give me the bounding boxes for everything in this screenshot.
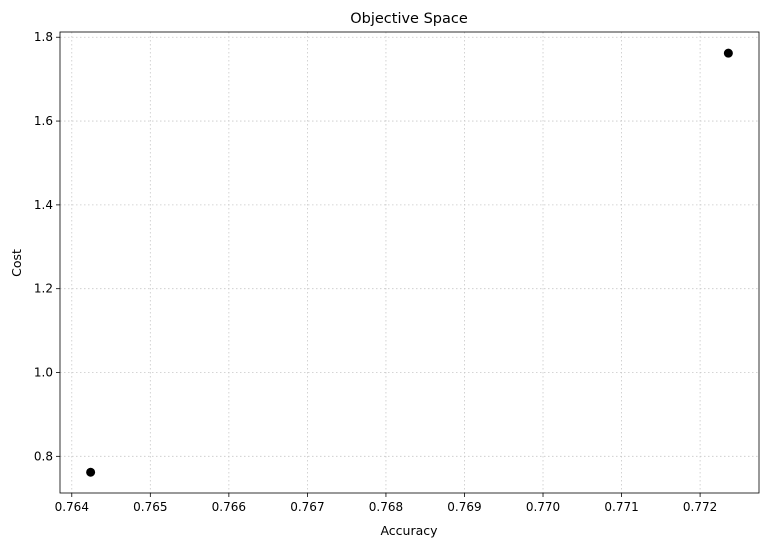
scatter-point: [86, 467, 96, 477]
plot-frame: [59, 31, 760, 494]
x-axis-label: Accuracy: [380, 523, 438, 538]
grid-layer: [60, 32, 759, 493]
y-tick-label: 1.4: [34, 198, 53, 212]
point-layer: [86, 48, 733, 477]
y-axis-label: Cost: [9, 249, 24, 277]
scatter-point: [723, 48, 733, 58]
x-tick-label: 0.770: [526, 500, 560, 514]
x-tick-label: 0.767: [290, 500, 324, 514]
x-tick-label: 0.771: [604, 500, 638, 514]
x-tick-label: 0.768: [369, 500, 403, 514]
y-tick-label: 1.6: [34, 114, 53, 128]
chart-title: Objective Space: [350, 11, 468, 27]
x-tick-label: 0.766: [212, 500, 246, 514]
tick-layer: 0.764 0.765 0.766 0.767 0.768 0.769 0.770 0.771…: [34, 30, 717, 514]
y-tick-label: 1.8: [34, 30, 53, 44]
y-tick-label: 0.8: [34, 449, 53, 463]
x-tick-label: 0.765: [133, 500, 167, 514]
y-tick-label: 1.0: [34, 366, 53, 380]
x-tick-label: 0.772: [683, 500, 717, 514]
y-tick-label: 1.2: [34, 282, 53, 296]
x-tick-label: 0.769: [447, 500, 481, 514]
x-tick-label: 0.764: [55, 500, 89, 514]
